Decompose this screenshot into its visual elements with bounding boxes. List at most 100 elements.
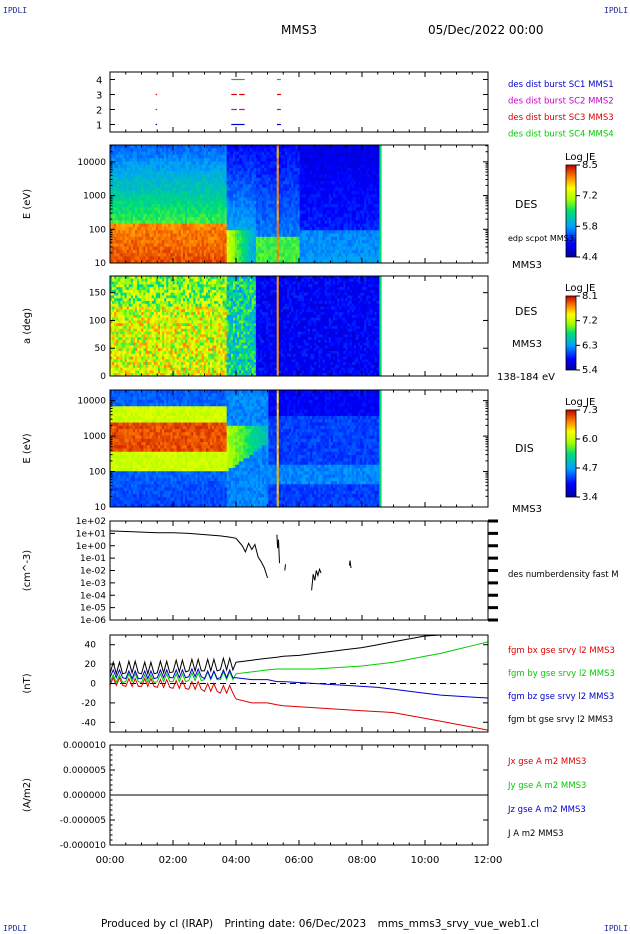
density-series [276,534,280,564]
y-axis-label: (nT) [22,673,33,693]
y-tick-label: 10000 [77,158,106,168]
y-tick-label: 1e-02 [80,567,106,577]
y-tick-label: 1e-03 [80,579,106,589]
bfield-legend-label: fgm by gse srvy l2 MMS3 [508,669,615,679]
footer-printing-date: Printing date: 06/Dec/2023 [224,918,367,930]
burst-legend-entry: des dist burst SC3 MMS3 [508,113,614,123]
y-tick-label: 1e+01 [76,529,106,539]
date-label: 05/Dec/2022 00:00 [428,23,544,37]
current-legend-label: Jx gse A m2 MMS3 [507,757,586,767]
colorbar-tick-label: 7.2 [582,316,598,327]
y-tick-label: 50 [95,344,107,354]
y-major-tick [488,531,498,535]
bfield-legend-label: fgm bz gse srvy l2 MMS3 [508,692,614,702]
density-series [311,567,322,591]
y-tick-label: -0.000005 [60,816,106,826]
colorbar-tick-label: 5.8 [582,221,598,232]
y-axis-label: (cm^-3) [22,550,33,591]
colorbar-tick-label: 7.3 [582,405,598,416]
y-tick-label: 100 [89,316,106,326]
potential-annotation: edp scpot MMS3 [508,234,574,243]
colorbar [565,295,577,371]
colorbar-tick-label: 8.5 [582,160,598,171]
current-legend-label: Jy gse A m2 MMS3 [507,781,586,791]
colorbar [565,164,577,258]
y-tick-label: 1000 [83,192,106,202]
bfield-legend-label: fgm bt gse srvy l2 MMS3 [508,715,613,725]
colorbar-title: Log JE [565,397,595,408]
y-tick-label: 0.000005 [63,766,106,776]
current-legend-label: Jz gse A m2 MMS3 [507,805,586,815]
instrument-label: DIS [515,442,534,455]
burst-legend-entry: des dist burst SC2 MMS2 [508,97,614,107]
colorbar-title: Log JE [565,152,595,163]
corner-tag-bottom-right: IPDLI [604,924,629,933]
y-major-tick [488,618,498,622]
burst-legend-entry: des dist burst SC1 MMS1 [508,80,614,90]
footer-file-name: mms_mms3_srvy_vue_web1.cl [377,918,540,930]
corner-tag-top-right: IPDLI [604,6,629,15]
corner-tag-top-left: IPDLI [3,6,28,15]
y-tick-label: 1000 [83,432,106,442]
bfield-series [110,667,488,699]
y-tick-label: -20 [81,699,96,709]
spacecraft-label: MMS3 [512,339,542,350]
spectrogram-cells [110,145,382,263]
spacecraft-label: MMS3 [512,504,542,515]
current-legend-label: J A m2 MMS3 [507,829,564,839]
y-major-tick [488,581,498,585]
x-tick-label: 08:00 [348,855,377,866]
colorbar-tick-label: 3.4 [582,492,598,503]
colorbar-tick-label: 7.2 [582,191,598,202]
y-axis-label: a (deg) [22,308,33,344]
x-tick-label: 04:00 [222,855,251,866]
colorbar-tick-label: 8.1 [582,291,598,302]
bfield-series [110,635,488,676]
y-tick-label: 10 [95,259,107,269]
x-tick-label: 02:00 [159,855,188,866]
colorbar-tick-label: 4.7 [582,463,598,474]
burst-legend-entry: des dist burst SC4 MMS4 [508,130,614,140]
y-tick-label: -0.000010 [60,841,106,851]
y-major-tick [488,606,498,610]
footer-produced: Produced by cl (IRAP) [101,918,214,930]
y-tick-label: 10000 [77,397,106,407]
bfield-legend-label: fgm bx gse srvy l2 MMS3 [508,646,615,656]
instrument-label: DES [515,305,537,318]
density-series [348,560,352,569]
y-tick-label: 1e-06 [80,616,106,626]
y-axis-label: E (eV) [22,433,33,463]
density-series [284,564,286,571]
y-tick-label: 0.000010 [63,741,106,751]
y-tick-label: 40 [85,641,97,651]
y-tick-label: 100 [89,468,106,478]
y-tick-label: -40 [81,718,96,728]
energy-range-label: 138-184 eV [497,372,555,383]
y-major-tick [488,519,498,523]
density-legend-label: des numberdensity fast M [508,570,619,580]
y-major-tick [488,593,498,597]
y-major-tick [488,556,498,560]
instrument-label: DES [515,198,537,211]
y-tick-label: 1e+02 [76,517,106,527]
y-tick-label: 1e-05 [80,604,106,614]
y-tick-label: 150 [89,289,106,299]
colorbar-title: Log JE [565,283,595,294]
y-tick-label: 0.000000 [63,791,106,801]
panel-frame [109,71,489,133]
y-tick-label: 0 [90,680,96,690]
bfield-series-group [110,635,488,731]
y-axis-label: (A/m2) [22,778,33,812]
y-tick-label: 0 [100,372,106,382]
x-tick-label: 06:00 [285,855,314,866]
y-tick-label: 1 [96,121,102,132]
y-tick-label: 4 [96,76,102,87]
x-tick-label: 00:00 [96,855,125,866]
colorbar-tick-label: 4.4 [582,252,598,263]
colorbar-tick-label: 6.0 [582,434,598,445]
colorbar-tick-label: 6.3 [582,340,598,351]
y-tick-label: 10 [95,503,107,513]
footer: Produced by cl (IRAP) Printing date: 06/… [101,918,547,930]
x-tick-label: 12:00 [474,855,503,866]
